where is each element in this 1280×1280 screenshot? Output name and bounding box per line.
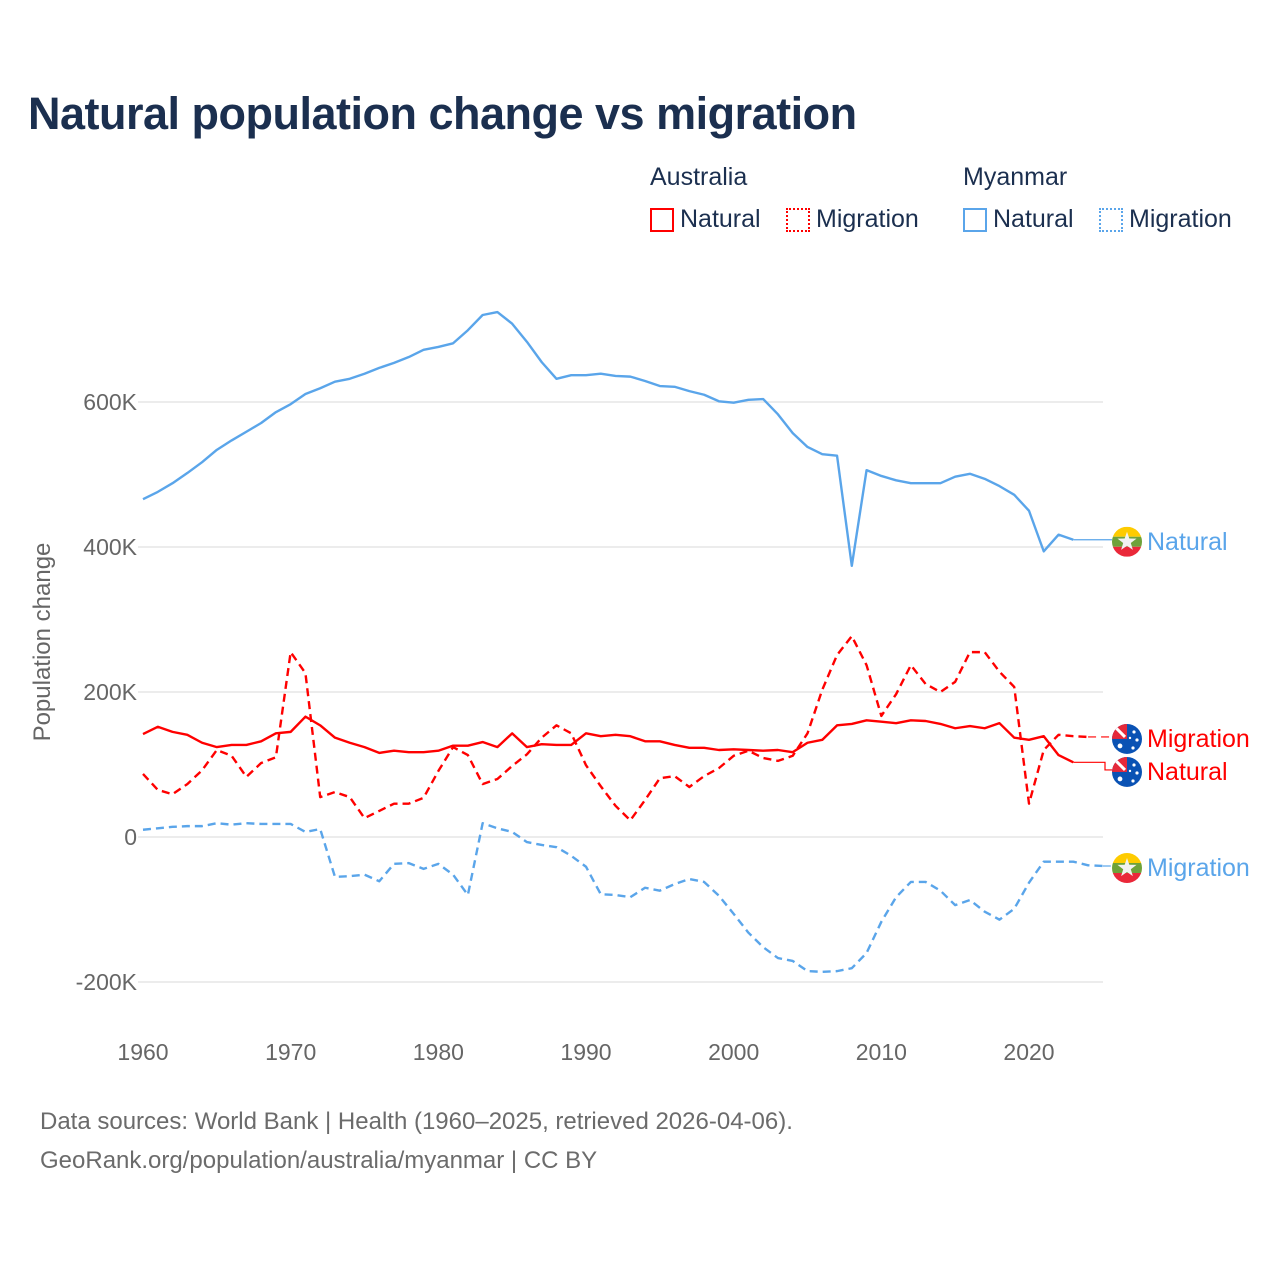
flag-star [1131, 779, 1135, 783]
legend-item-australia-natural[interactable]: Natural [650, 205, 761, 234]
x-tick-label: 1970 [265, 1039, 316, 1065]
flag-body [1112, 526, 1142, 557]
series-end-label: Natural [1147, 758, 1228, 786]
flag-stripe-red [1112, 546, 1142, 557]
flag-star [1128, 769, 1132, 773]
legend-label: Natural [680, 205, 761, 233]
myanmar-flag-icon [1112, 526, 1142, 557]
flag-star [1135, 771, 1139, 775]
legend-swatch-dotted [786, 207, 810, 232]
label-connector [1073, 761, 1112, 771]
flag-star [1132, 763, 1136, 767]
legend-item-australia-migration[interactable]: Migration [786, 205, 919, 234]
series-line-australia-natural [142, 715, 1074, 764]
flag-star [1128, 736, 1132, 740]
series-line-australia-migration [142, 634, 1089, 822]
x-tick-label: 2020 [1003, 1039, 1054, 1065]
legend-swatch-solid [650, 207, 674, 232]
x-tick-label: 2010 [856, 1039, 907, 1065]
chart-title: Natural population change vs migration [28, 88, 857, 139]
flag-star [1131, 746, 1135, 750]
australia-flag-icon [1112, 723, 1142, 754]
series-end-label: Natural [1147, 528, 1228, 556]
star-icon [1117, 858, 1137, 877]
footer-link[interactable]: GeoRank.org/population/australia/myanmar… [40, 1147, 598, 1174]
flag-body [1112, 756, 1142, 787]
australia-flag-icon [1112, 756, 1142, 787]
legend-item-myanmar-natural[interactable]: Natural [963, 205, 1074, 234]
legend-group-title: Australia [650, 163, 748, 191]
y-tick-label: -200K [76, 969, 138, 995]
x-tick-label: 2000 [708, 1039, 759, 1065]
x-tick-label: 1990 [560, 1039, 611, 1065]
legend-swatch-solid [963, 207, 987, 232]
series-line-myanmar-natural [142, 310, 1074, 568]
y-axis-label: Population change [29, 543, 56, 742]
flag-stripe-red [1112, 873, 1142, 883]
legend-item-myanmar-migration[interactable]: Migration [1099, 205, 1232, 234]
series-end-label: Migration [1147, 725, 1250, 753]
flag-body [1112, 723, 1142, 754]
flag-star [1117, 743, 1123, 749]
flag-star [1117, 776, 1123, 782]
x-tick-label: 1980 [413, 1039, 464, 1065]
flag-star [1132, 730, 1136, 734]
series-end-label: Migration [1147, 854, 1250, 882]
myanmar-flag-icon [1112, 853, 1142, 883]
y-tick-label: 0 [124, 824, 137, 850]
flag-star [1135, 738, 1139, 742]
legend-swatch-dotted [1099, 207, 1123, 232]
y-tick-label: 200K [83, 679, 137, 705]
star-icon [1117, 531, 1137, 550]
legend-label: Natural [993, 205, 1074, 233]
legend-group-title: Myanmar [963, 163, 1068, 191]
legend-label: Migration [1129, 205, 1232, 233]
x-tick-label: 1960 [117, 1039, 168, 1065]
y-tick-label: 400K [83, 534, 137, 560]
series-line-myanmar-migration [142, 822, 1103, 974]
legend-label: Migration [816, 205, 919, 233]
footer-source: Data sources: World Bank | Health (1960–… [40, 1108, 793, 1135]
flag-body [1112, 853, 1142, 883]
y-tick-label: 600K [83, 389, 137, 415]
